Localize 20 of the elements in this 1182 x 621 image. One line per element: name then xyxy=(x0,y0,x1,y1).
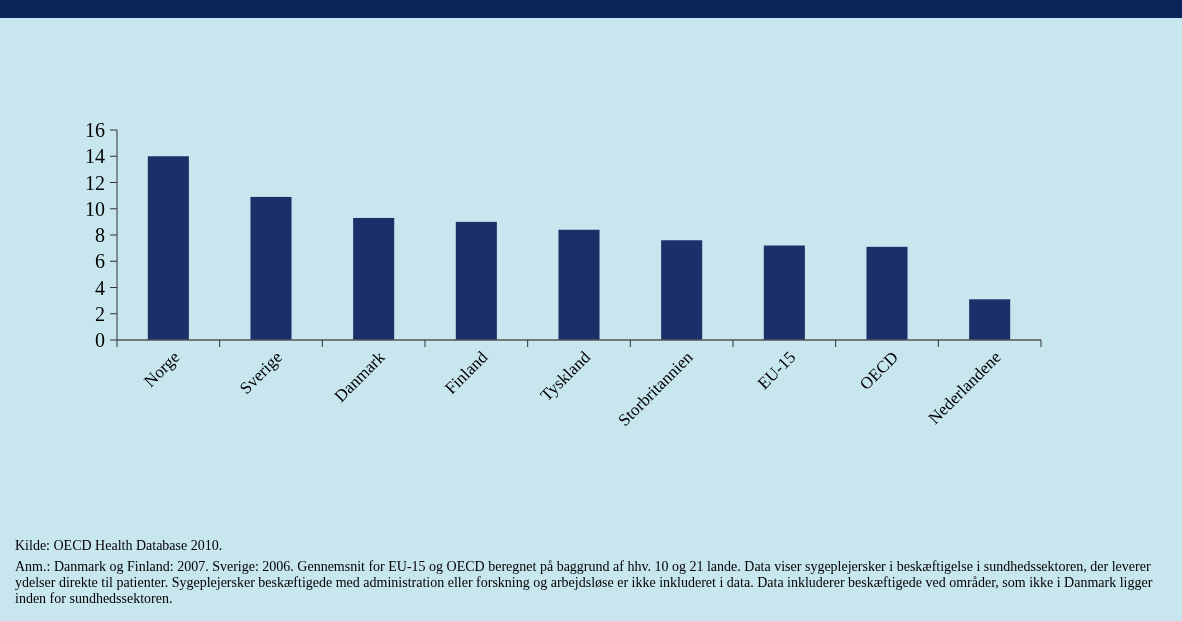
bar xyxy=(763,245,805,340)
y-tick-label: 14 xyxy=(85,145,105,168)
bar xyxy=(661,240,703,340)
y-tick-label: 2 xyxy=(95,302,105,325)
bar xyxy=(455,221,497,340)
y-tick-label: 4 xyxy=(95,276,105,299)
y-tick-label: 10 xyxy=(85,197,105,220)
bar xyxy=(147,156,189,340)
text: Kilde: OECD Health Database 2010. xyxy=(15,538,223,553)
bar xyxy=(558,229,600,340)
bar xyxy=(866,246,908,340)
y-tick-label: 0 xyxy=(95,329,105,351)
y-tick-label: 16 xyxy=(85,119,105,141)
text: Anm.: Danmark og Finland: 2007. Sverige: 2006. Gennemsnit for EU-15 og OECD beregnet på baggrund af hhv. 10 og 21 lande. Data viser sygeplejersker i beskæftigelse i sundhedssektoren, der leverer ydelser direkte til patienter. Sygeplejersker beskæftigede med administration eller forskning og arbejdsløse er ikke inkluderet i data. Data inkluderer beskæftigede ved områder, som ikke i Danmark ligger inden for sundhedssektoren. xyxy=(15,559,1153,606)
y-tick-label: 8 xyxy=(95,224,105,246)
bar xyxy=(353,217,395,340)
y-tick-label: 12 xyxy=(85,171,105,194)
bar xyxy=(250,196,292,340)
y-tick-label: 6 xyxy=(95,250,105,273)
bar xyxy=(969,299,1011,340)
